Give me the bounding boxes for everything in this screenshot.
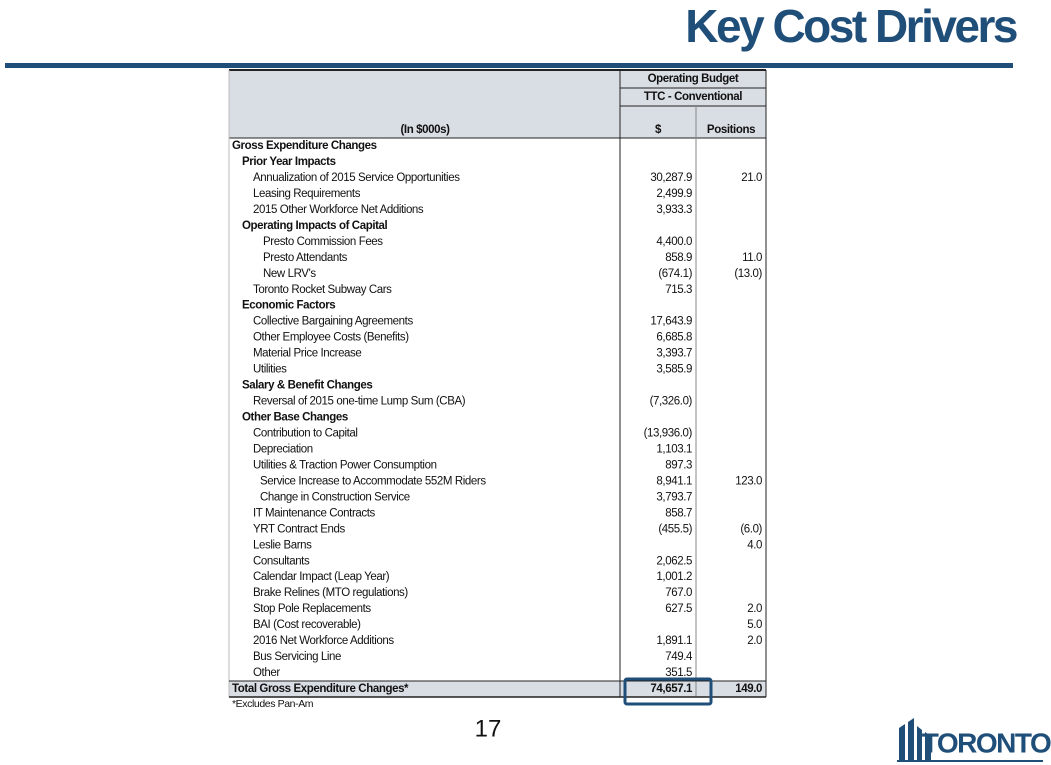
cell-value: 767.0	[665, 587, 692, 599]
row-label: Stop Pole Replacements	[253, 603, 371, 615]
row-label: 2016 Net Workforce Additions	[253, 635, 394, 647]
table-body: Gross Expenditure Changes Prior Year Impa…	[232, 140, 763, 679]
cell-value: 1,103.1	[656, 443, 692, 455]
cell-value: (7,326.0)	[650, 396, 693, 408]
cell-value: 858.7	[665, 507, 692, 519]
cell-value: 8,941.1	[656, 475, 692, 487]
cell-positions: 11.0	[742, 252, 762, 264]
cell-value: 17,643.9	[650, 316, 692, 328]
cell-value: 3,393.7	[656, 348, 692, 360]
row-label: Consultants	[253, 555, 310, 567]
cell-value: 749.4	[665, 651, 693, 663]
cell-value: 897.3	[665, 459, 692, 471]
slide-title: Key Cost Drivers	[685, 0, 1017, 52]
cell-positions: (6.0)	[740, 523, 762, 535]
cell-positions: 5.0	[747, 619, 762, 631]
cell-value: 1,001.2	[656, 571, 692, 583]
row-label: 2015 Other Workforce Net Additions	[253, 204, 424, 216]
total-label: Total Gross Expenditure Changes*	[232, 683, 409, 695]
row-label: Leslie Barns	[253, 539, 312, 551]
row-label: Salary & Benefit Changes	[242, 380, 372, 392]
header-subgroup: TTC - Conventional	[644, 91, 742, 103]
row-label: Utilities & Traction Power Consumption	[253, 459, 437, 471]
row-label: Other Base Changes	[242, 412, 348, 424]
cell-value: 30,287.9	[650, 172, 692, 184]
row-label: Other Employee Costs (Benefits)	[253, 332, 409, 344]
row-label: IT Maintenance Contracts	[253, 507, 376, 519]
row-label: Gross Expenditure Changes	[232, 140, 377, 152]
cell-value: 1,891.1	[656, 635, 692, 647]
cell-positions: 123.0	[735, 475, 762, 487]
header-col: Positions	[707, 124, 755, 136]
logo: TORONTO	[897, 718, 1051, 762]
cell-value: 6,685.8	[656, 332, 692, 344]
cell-value: (455.5)	[658, 523, 692, 535]
page-number: 17	[475, 715, 502, 742]
cell-value: 627.5	[665, 603, 692, 615]
cell-value: 2,499.9	[656, 188, 692, 200]
row-label: Reversal of 2015 one-time Lump Sum (CBA)	[253, 396, 466, 408]
highlight-box	[623, 677, 713, 706]
row-label: Economic Factors	[242, 300, 335, 312]
logo-text: TORONTO	[922, 727, 1051, 758]
total-value: 74,657.1	[650, 683, 693, 695]
header-col: $	[655, 124, 662, 136]
cell-value: 3,933.3	[656, 204, 692, 216]
row-label: YRT Contract Ends	[253, 523, 345, 535]
cell-positions: 4.0	[747, 539, 762, 551]
cell-value: 858.9	[665, 252, 692, 264]
row-label: Utilities	[253, 364, 287, 376]
cell-value: 4,400.0	[656, 236, 692, 248]
row-label: Depreciation	[253, 443, 313, 455]
cell-positions: 2.0	[747, 603, 762, 615]
cell-positions: 2.0	[747, 635, 762, 647]
cell-value: 3,585.9	[656, 364, 692, 376]
cell-value: 351.5	[665, 667, 692, 679]
row-label: Collective Bargaining Agreements	[253, 316, 413, 328]
total-bg	[229, 681, 766, 697]
row-label: New LRV's	[263, 268, 316, 280]
header-bg	[229, 70, 766, 138]
total-positions: 149.0	[735, 683, 762, 695]
cell-value: 2,062.5	[656, 555, 692, 567]
row-label: Service Increase to Accommodate 552M Rid…	[260, 475, 486, 487]
header-group: Operating Budget	[648, 73, 739, 85]
row-label: Presto Commission Fees	[263, 236, 383, 248]
row-label: Calendar Impact (Leap Year)	[253, 571, 390, 583]
row-label: Bus Servicing Line	[253, 651, 341, 663]
cell-value: (674.1)	[658, 268, 692, 280]
header-label: (In $000s)	[400, 124, 450, 136]
footnote: *Excludes Pan-Am	[232, 698, 314, 710]
grid	[228, 69, 767, 698]
row-label: Change in Construction Service	[260, 491, 410, 503]
row-label: Material Price Increase	[253, 348, 361, 360]
row-label: BAI (Cost recoverable)	[253, 619, 361, 631]
cell-value: 3,793.7	[656, 491, 692, 503]
row-label: Contribution to Capital	[253, 427, 358, 439]
row-label: Toronto Rocket Subway Cars	[253, 284, 392, 296]
row-label: Presto Attendants	[263, 252, 348, 264]
row-label: Prior Year Impacts	[242, 156, 336, 168]
cell-value: 715.3	[665, 284, 692, 296]
cell-positions: (13.0)	[734, 268, 762, 280]
cell-value: (13,936.0)	[644, 427, 693, 439]
row-label: Operating Impacts of Capital	[242, 220, 388, 232]
row-label: Annualization of 2015 Service Opportunit…	[253, 172, 460, 184]
row-label: Leasing Requirements	[253, 188, 361, 200]
row-label: Brake Relines (MTO regulations)	[253, 587, 408, 599]
title-rule	[5, 63, 1013, 68]
row-label: Other	[253, 667, 280, 679]
cell-positions: 21.0	[741, 172, 762, 184]
